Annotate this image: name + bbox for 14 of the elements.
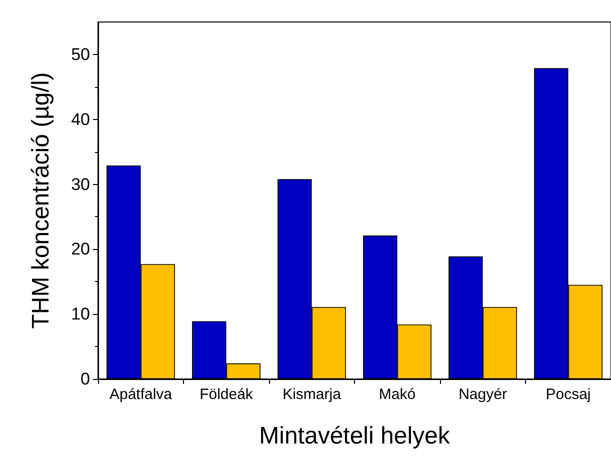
y-tick-label: 0 <box>80 370 90 388</box>
x-tick-label: Nagyér <box>458 386 507 403</box>
y-axis-title: THM koncentráció (µg/l) <box>28 72 54 329</box>
x-axis-title: Mintavételi helyek <box>259 422 451 450</box>
x-tick-label: Makó <box>378 386 416 403</box>
x-tick-label: Kismarja <box>282 386 342 403</box>
y-tick-label: 50 <box>71 44 90 64</box>
y-tick-label: 30 <box>71 174 90 194</box>
x-tick-label: Pocsaj <box>546 386 591 403</box>
x-tick-label: Földeák <box>200 386 254 403</box>
x-tick-label: Apátfalva <box>109 386 173 403</box>
y-tick-label: 20 <box>71 240 90 259</box>
y-tick-label: 40 <box>71 110 90 129</box>
y-tick-label: 10 <box>71 304 90 324</box>
